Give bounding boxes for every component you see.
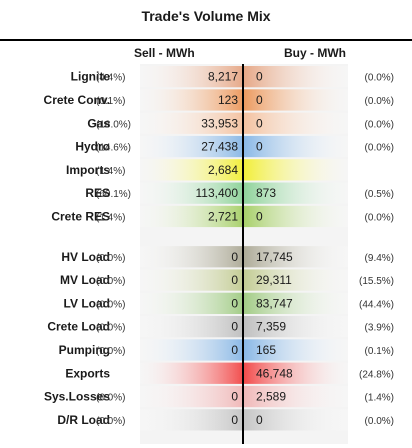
sell-percentage: (60.1%) [96, 189, 131, 200]
sell-percentage: (0.0%) [96, 393, 125, 404]
sell-percentage: (0.0%) [96, 299, 125, 310]
buy-value: 0 [256, 70, 263, 84]
buy-percentage: (9.4%) [365, 253, 394, 264]
title-divider [0, 39, 412, 41]
buy-value: 165 [256, 343, 276, 357]
sell-percentage: (0.0%) [96, 323, 125, 334]
buy-value: 0 [256, 93, 263, 107]
sell-value: 0 [231, 296, 238, 310]
buy-percentage: (1.4%) [365, 393, 394, 404]
sell-percentage: (1.4%) [96, 166, 125, 177]
sell-column-header: Sell - MWh [134, 46, 195, 60]
row-label: MV Load [60, 273, 110, 287]
sell-value: 113,400 [196, 186, 239, 200]
buy-percentage: (0.0%) [365, 73, 394, 84]
row-label: Pumping [59, 343, 110, 357]
buy-value: 0 [256, 209, 263, 223]
buy-percentage: (0.0%) [365, 143, 394, 154]
buy-value: 0 [256, 413, 263, 427]
buy-value: 17,745 [256, 250, 293, 264]
buy-percentage: (15.5%) [359, 276, 394, 287]
buy-value: 7,359 [256, 320, 286, 334]
buy-percentage: (0.0%) [365, 416, 394, 427]
buy-value: 2,589 [256, 390, 286, 404]
buy-value: 873 [256, 186, 276, 200]
sell-percentage: (0.0%) [96, 346, 125, 357]
sell-value: 8,217 [208, 70, 238, 84]
row-label: Sys.Losses [44, 390, 110, 404]
sell-value: 0 [231, 273, 238, 287]
sell-percentage: (0.0%) [96, 253, 125, 264]
row-label: Crete RES [51, 209, 110, 223]
buy-percentage: (3.9%) [365, 323, 394, 334]
sell-value: 33,953 [201, 116, 238, 130]
buy-value: 0 [256, 116, 263, 130]
buy-value: 29,311 [256, 273, 292, 287]
buy-value: 83,747 [256, 296, 293, 310]
sell-value: 27,438 [201, 140, 238, 154]
sell-value: 2,721 [208, 209, 238, 223]
sell-value: 0 [231, 390, 238, 404]
buy-percentage: (0.5%) [365, 189, 394, 200]
row-label: Lignite [71, 70, 111, 84]
row-label: D/R Load [57, 413, 110, 427]
row-label: Crete Conv. [44, 93, 110, 107]
row-label: Exports [65, 366, 110, 380]
sell-value: 0 [231, 343, 238, 357]
buy-percentage: (44.4%) [359, 299, 394, 310]
buy-percentage: (0.0%) [365, 212, 394, 223]
sell-value: 0 [231, 320, 238, 334]
sell-value: 2,684 [208, 163, 238, 177]
row-label: LV Load [64, 296, 110, 310]
buy-value: 46,748 [256, 366, 293, 380]
buy-percentage: (24.8%) [359, 369, 394, 380]
sell-percentage: (0.0%) [96, 276, 125, 287]
sell-percentage: (14.6%) [96, 143, 131, 154]
sell-value: 123 [218, 93, 238, 107]
buy-percentage: (0.0%) [365, 119, 394, 130]
row-label: Gas [87, 116, 110, 130]
row-label: RES [85, 186, 110, 200]
sell-percentage: (0.0%) [96, 416, 125, 427]
sell-percentage: (18.0%) [96, 119, 131, 130]
row-label: Hydro [75, 140, 110, 154]
row-label: Imports [66, 163, 110, 177]
sell-percentage: (4.4%) [96, 73, 125, 84]
sell-percentage: (1.4%) [96, 212, 125, 223]
sell-value: 0 [231, 250, 238, 264]
row-label: HV Load [61, 250, 110, 264]
buy-column-header: Buy - MWh [284, 46, 346, 60]
row-label: Crete Load [47, 320, 110, 334]
buy-percentage: (0.1%) [365, 346, 394, 357]
buy-value: 0 [256, 140, 263, 154]
chart-title: Trade's Volume Mix [141, 8, 271, 24]
sell-percentage: (0.1%) [96, 96, 125, 107]
buy-percentage: (0.0%) [365, 96, 394, 107]
sell-value: 0 [231, 413, 238, 427]
